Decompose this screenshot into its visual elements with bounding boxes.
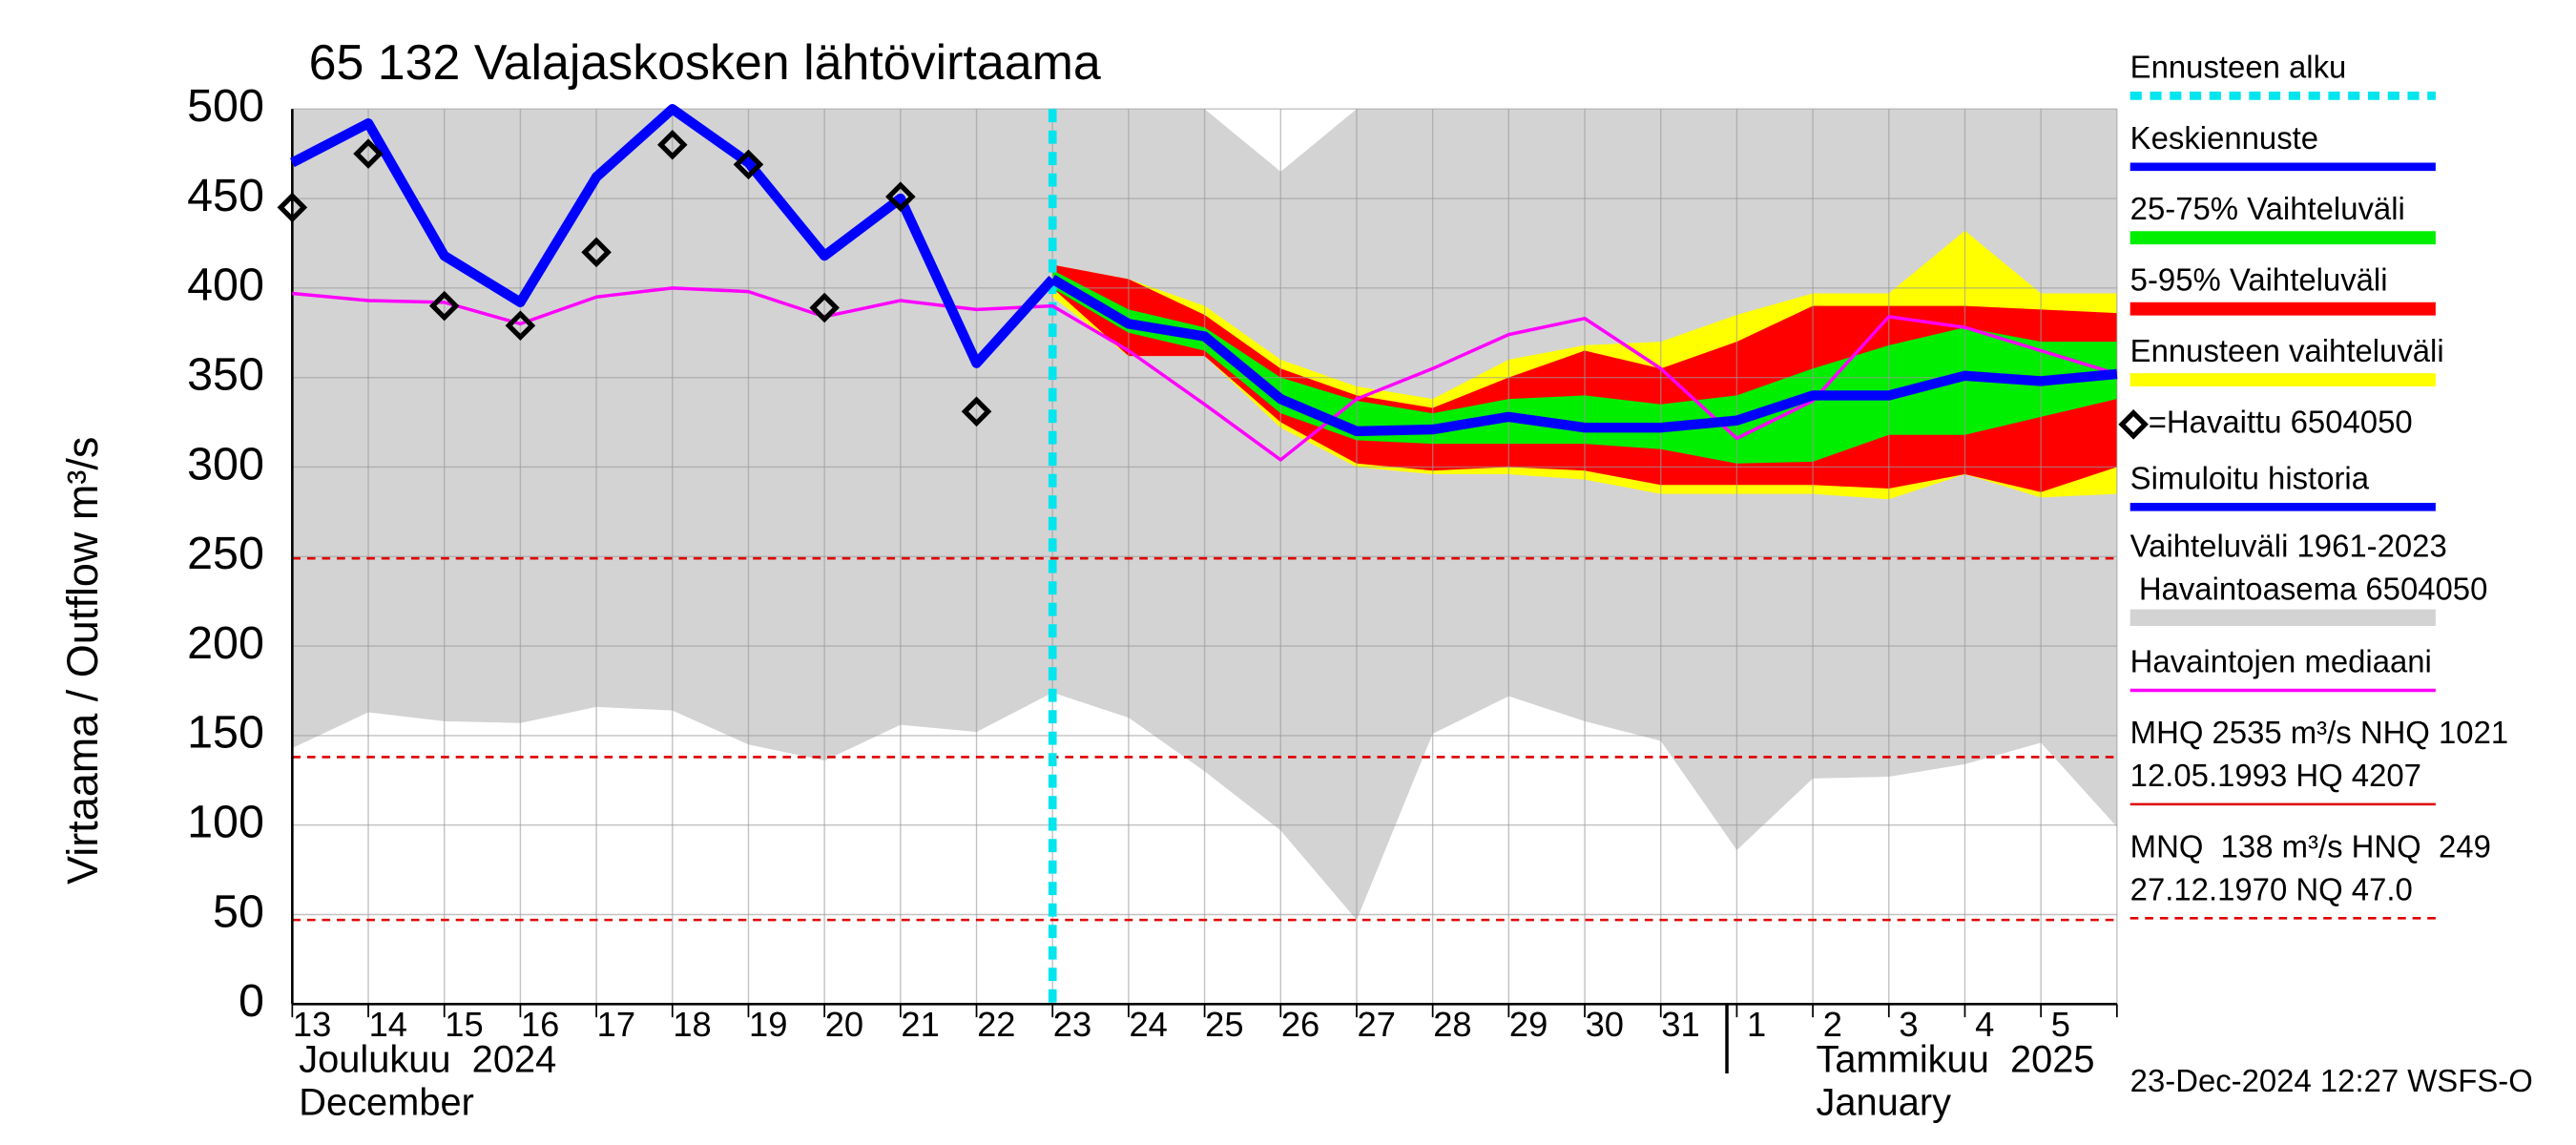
legend-note: 12.05.1993 HQ 4207 (2130, 758, 2421, 793)
legend-marker (2118, 409, 2149, 440)
series-line (292, 286, 2118, 462)
observed-point (581, 237, 612, 268)
x-tick-label: 25 (1205, 1005, 1243, 1044)
x-tick-label: 28 (1433, 1005, 1471, 1044)
x-tick-label: 27 (1358, 1005, 1396, 1044)
y-axis-label: Virtaama / Outflow m³/s (58, 437, 107, 885)
legend-label: 5-95% Vaihteluväli (2130, 262, 2388, 298)
x-tick-label: 29 (1509, 1005, 1548, 1044)
legend-label: Vaihteluväli 1961-2023 (2130, 528, 2447, 563)
observed-point (809, 292, 840, 323)
y-tick-label: 0 (239, 975, 264, 1027)
series-line (1049, 274, 2118, 437)
legend-label: Ennusteen vaihteluväli (2130, 333, 2444, 368)
y-tick-label: 150 (187, 707, 264, 759)
legend-label: Havaintojen mediaani (2130, 643, 2432, 678)
legend-label: Ennusteen alku (2130, 49, 2347, 84)
x-tick-label: 23 (1053, 1005, 1091, 1044)
legend-note: MHQ 2535 m³/s NHQ 1021 (2130, 715, 2508, 750)
observed-point (885, 181, 916, 212)
x-tick-label: 31 (1661, 1005, 1699, 1044)
legend-label: Keskiennuste (2130, 120, 2318, 156)
month-label: January (1816, 1081, 1951, 1123)
x-tick-label: 18 (673, 1005, 711, 1044)
y-tick-label: 250 (187, 528, 264, 579)
legend-label: 25-75% Vaihteluväli (2130, 191, 2405, 226)
y-tick-label: 200 (187, 617, 264, 669)
x-tick-label: 5 (2051, 1005, 2070, 1044)
x-tick-label: 20 (825, 1005, 863, 1044)
y-tick-label: 500 (187, 80, 264, 132)
month-label: December (299, 1081, 474, 1123)
observed-point (428, 290, 460, 322)
y-tick-label: 350 (187, 348, 264, 400)
y-tick-label: 300 (187, 438, 264, 489)
series-line (289, 104, 1057, 368)
x-tick-label: 4 (1975, 1005, 1994, 1044)
x-tick-label: 24 (1129, 1005, 1167, 1044)
y-tick-label: 50 (213, 885, 264, 937)
legend-label: Havaintoasema 6504050 (2130, 571, 2488, 606)
x-tick-label: 19 (749, 1005, 787, 1044)
observed-point (277, 192, 308, 223)
legend-label: =Havaittu 6504050 (2149, 404, 2413, 439)
observed-point (656, 129, 688, 160)
x-tick-label: 21 (901, 1005, 939, 1044)
x-tick-label: 15 (445, 1005, 483, 1044)
legend-label: Simuloitu historia (2130, 460, 2370, 495)
x-tick-label: 1 (1747, 1005, 1766, 1044)
x-tick-label: 30 (1586, 1005, 1624, 1044)
x-tick-label: 26 (1281, 1005, 1319, 1044)
x-tick-label: 22 (977, 1005, 1015, 1044)
x-tick-label: 2 (1823, 1005, 1842, 1044)
chart-title: 65 132 Valajaskosken lähtövirtaama (309, 35, 1101, 91)
observed-point (733, 149, 764, 180)
legend-note: MNQ 138 m³/s HNQ 249 (2130, 828, 2491, 864)
x-tick-label: 3 (1899, 1005, 1918, 1044)
x-tick-label: 17 (597, 1005, 635, 1044)
x-tick-label: 13 (293, 1005, 331, 1044)
footer: 23-Dec-2024 12:27 WSFS-O (2130, 1063, 2533, 1098)
legend-note: 27.12.1970 NQ 47.0 (2130, 871, 2413, 906)
observed-point (505, 310, 536, 342)
month-label: Joulukuu 2024 (299, 1038, 556, 1080)
observed-point (961, 396, 992, 427)
x-tick-label: 14 (369, 1005, 407, 1044)
y-tick-label: 450 (187, 170, 264, 221)
observed-point (353, 138, 384, 169)
y-tick-label: 100 (187, 796, 264, 847)
x-tick-label: 16 (521, 1005, 559, 1044)
y-tick-label: 400 (187, 260, 264, 311)
month-label: Tammikuu 2025 (1816, 1038, 2094, 1080)
